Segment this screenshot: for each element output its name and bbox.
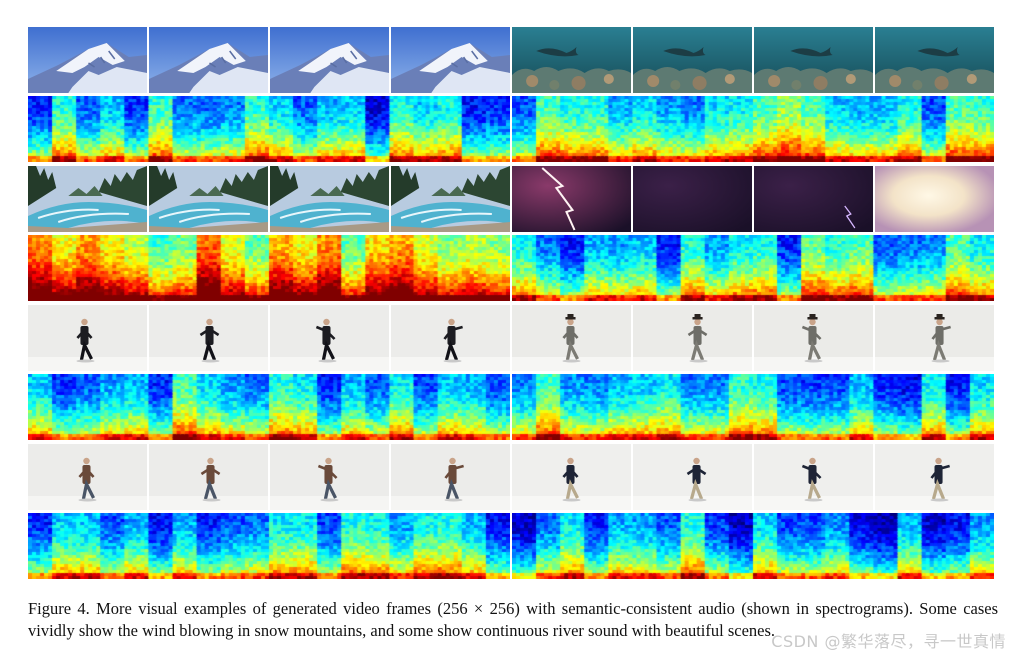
example-underwater-reef (512, 27, 994, 162)
video-frame-lightning-storm-2 (633, 166, 752, 232)
example-dancer-navy-jacket (512, 444, 994, 579)
figure (28, 27, 994, 581)
video-frame-lightning-storm-1 (512, 166, 631, 232)
video-frame-mountain-river-1 (28, 166, 147, 232)
video-frame-dancer-hat-1 (512, 305, 631, 371)
spectrogram-mountain-river (28, 235, 510, 301)
spectrogram-dancer-brown-jacket (28, 513, 510, 579)
video-frames-row (28, 166, 510, 232)
video-frame-dancer-brown-jacket-1 (28, 444, 147, 510)
video-frame-snow-mountain-2 (149, 27, 268, 93)
watermark: CSDN @繁华落尽，寻一世真情 (771, 632, 1006, 651)
video-frame-dancer-dark-outfit-4 (391, 305, 510, 371)
spectrogram-canvas (28, 96, 510, 162)
example-mountain-river (28, 166, 510, 301)
video-frame-dancer-dark-outfit-1 (28, 305, 147, 371)
figure-caption: Figure 4. More visual examples of genera… (28, 598, 998, 642)
video-frames-row (512, 305, 994, 371)
spectrogram-canvas (512, 96, 994, 162)
video-frame-underwater-reef-1 (512, 27, 631, 93)
video-frame-snow-mountain-3 (270, 27, 389, 93)
video-frames-row (512, 27, 994, 93)
video-frame-dancer-navy-jacket-1 (512, 444, 631, 510)
spectrogram-canvas (28, 513, 510, 579)
example-lightning-storm (512, 166, 994, 301)
caption-label: Figure 4. (28, 599, 90, 618)
figure-column-right (512, 27, 994, 581)
video-frame-dancer-dark-outfit-2 (149, 305, 268, 371)
video-frame-dancer-dark-outfit-3 (270, 305, 389, 371)
video-frames-row (28, 305, 510, 371)
spectrogram-snow-mountain (28, 96, 510, 162)
video-frame-lightning-storm-3 (754, 166, 873, 232)
video-frame-snow-mountain-4 (391, 27, 510, 93)
spectrogram-canvas (512, 513, 994, 579)
example-dancer-hat (512, 305, 994, 440)
video-frame-dancer-navy-jacket-3 (754, 444, 873, 510)
spectrogram-underwater-reef (512, 96, 994, 162)
video-frame-underwater-reef-2 (633, 27, 752, 93)
video-frame-mountain-river-4 (391, 166, 510, 232)
video-frame-dancer-hat-2 (633, 305, 752, 371)
example-dancer-brown-jacket (28, 444, 510, 579)
spectrogram-canvas (512, 374, 994, 440)
video-frame-lightning-storm-4 (875, 166, 994, 232)
spectrogram-dancer-hat (512, 374, 994, 440)
video-frame-dancer-hat-4 (875, 305, 994, 371)
figure-column-left (28, 27, 510, 581)
video-frame-mountain-river-2 (149, 166, 268, 232)
caption-text: More visual examples of generated video … (28, 599, 999, 640)
video-frame-dancer-navy-jacket-4 (875, 444, 994, 510)
spectrogram-dancer-navy-jacket (512, 513, 994, 579)
video-frame-dancer-navy-jacket-2 (633, 444, 752, 510)
video-frame-dancer-hat-3 (754, 305, 873, 371)
video-frame-dancer-brown-jacket-2 (149, 444, 268, 510)
spectrogram-dancer-dark-outfit (28, 374, 510, 440)
video-frames-row (28, 444, 510, 510)
video-frames-row (512, 444, 994, 510)
video-frame-underwater-reef-4 (875, 27, 994, 93)
spectrogram-canvas (512, 235, 994, 301)
spectrogram-canvas (28, 374, 510, 440)
video-frame-mountain-river-3 (270, 166, 389, 232)
video-frame-snow-mountain-1 (28, 27, 147, 93)
spectrogram-lightning-storm (512, 235, 994, 301)
video-frames-row (28, 27, 510, 93)
example-snow-mountain (28, 27, 510, 162)
spectrogram-canvas (28, 235, 510, 301)
video-frame-dancer-brown-jacket-3 (270, 444, 389, 510)
video-frame-underwater-reef-3 (754, 27, 873, 93)
video-frames-row (512, 166, 994, 232)
example-dancer-dark-outfit (28, 305, 510, 440)
video-frame-dancer-brown-jacket-4 (391, 444, 510, 510)
